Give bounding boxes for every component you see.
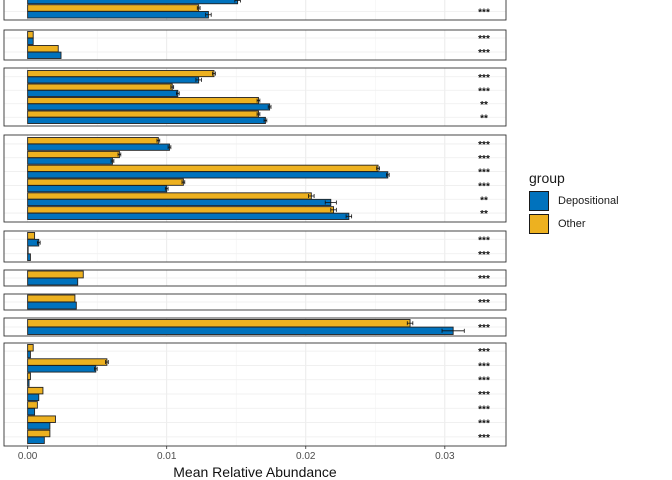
legend-title: group bbox=[529, 170, 565, 186]
significance-label: *** bbox=[478, 419, 490, 430]
bar-other bbox=[27, 83, 173, 91]
significance-label: *** bbox=[478, 250, 490, 261]
bar-depositional bbox=[27, 171, 389, 179]
bar-other bbox=[27, 150, 120, 159]
significance-label: *** bbox=[478, 140, 490, 151]
facet-panel-border bbox=[3, 342, 507, 447]
facet-panel-border bbox=[3, 230, 507, 263]
significance-label: *** bbox=[478, 168, 490, 179]
significance-label: ** bbox=[480, 209, 488, 220]
significance-label: ** bbox=[480, 113, 488, 124]
significance-label: *** bbox=[478, 34, 490, 45]
x-tick-label: 0.01 bbox=[157, 451, 177, 462]
bar-depositional bbox=[27, 277, 79, 286]
significance-label: ** bbox=[480, 195, 488, 206]
bar-depositional bbox=[27, 350, 31, 359]
bar-other bbox=[27, 164, 379, 172]
significance-label: *** bbox=[478, 154, 490, 165]
significance-label: *** bbox=[478, 298, 490, 309]
bar-other bbox=[27, 97, 259, 105]
bar-depositional bbox=[27, 326, 454, 335]
legend-swatch-depositional bbox=[529, 191, 549, 211]
bar-depositional bbox=[27, 51, 62, 59]
bar-other bbox=[27, 415, 56, 423]
significance-label: *** bbox=[478, 235, 490, 246]
significance-label: *** bbox=[478, 361, 490, 372]
legend-label-depositional: Depositional bbox=[558, 195, 619, 207]
legend: group Depositional Other bbox=[529, 170, 619, 237]
bar-other bbox=[27, 429, 51, 438]
significance-label: *** bbox=[478, 323, 490, 334]
significance-label: *** bbox=[478, 73, 490, 84]
bar-depositional bbox=[27, 365, 97, 373]
bar-other bbox=[27, 270, 84, 279]
bar-depositional bbox=[27, 212, 350, 220]
bar-depositional bbox=[27, 301, 77, 310]
bar-other bbox=[27, 344, 34, 352]
significance-label: *** bbox=[478, 390, 490, 401]
bar-depositional bbox=[27, 407, 36, 416]
bar-depositional bbox=[27, 436, 45, 444]
bar-other bbox=[27, 358, 108, 366]
bar-other bbox=[27, 246, 29, 255]
bar-depositional bbox=[27, 198, 332, 207]
bar-depositional bbox=[27, 103, 271, 111]
bar-depositional bbox=[27, 0, 239, 5]
bar-other bbox=[27, 178, 184, 186]
significance-label: *** bbox=[478, 86, 490, 97]
legend-item-other: Other bbox=[529, 214, 619, 234]
bar-other bbox=[27, 206, 335, 214]
bar-other bbox=[27, 294, 76, 303]
facet-panel-border bbox=[3, 317, 507, 337]
bar-other bbox=[27, 110, 259, 118]
bar-depositional bbox=[27, 157, 113, 165]
x-tick-label: 0.03 bbox=[435, 451, 455, 462]
significance-label: *** bbox=[478, 274, 490, 285]
bar-depositional bbox=[27, 393, 40, 402]
significance-label: *** bbox=[478, 181, 490, 192]
legend-label-other: Other bbox=[558, 218, 586, 230]
significance-label: *** bbox=[478, 7, 490, 18]
bar-depositional bbox=[27, 37, 34, 45]
significance-label: ** bbox=[480, 100, 488, 111]
significance-label: *** bbox=[478, 48, 490, 59]
x-tick-label: 0.02 bbox=[296, 451, 316, 462]
significance-label: *** bbox=[478, 433, 490, 444]
bar-depositional bbox=[27, 89, 179, 97]
bar-depositional bbox=[27, 422, 51, 430]
bar-other bbox=[27, 45, 59, 53]
bar-other bbox=[27, 70, 215, 78]
bar-other bbox=[27, 31, 34, 39]
bar-other bbox=[27, 372, 31, 381]
bar-other bbox=[27, 386, 44, 395]
significance-label: *** bbox=[478, 404, 490, 415]
x-tick-label: 0.00 bbox=[18, 451, 38, 462]
facet-panel-border bbox=[3, 293, 507, 311]
significance-label: *** bbox=[478, 347, 490, 358]
bar-depositional bbox=[27, 379, 30, 387]
facet-panel-border bbox=[3, 29, 507, 61]
facet-panel-border bbox=[3, 134, 507, 223]
bar-other bbox=[27, 137, 159, 145]
bar-depositional bbox=[27, 76, 200, 84]
bar-other bbox=[27, 319, 411, 328]
bar-other bbox=[27, 192, 312, 200]
facet-panel-border bbox=[3, 269, 507, 287]
significance-label: *** bbox=[478, 376, 490, 387]
bar-depositional bbox=[27, 11, 209, 19]
bar-depositional bbox=[27, 143, 170, 151]
bar-depositional bbox=[27, 253, 31, 261]
legend-item-depositional: Depositional bbox=[529, 191, 619, 211]
legend-swatch-other bbox=[529, 214, 549, 234]
facet-panel-border bbox=[3, 0, 507, 21]
bar-other bbox=[27, 401, 38, 409]
bar-depositional bbox=[27, 116, 266, 124]
facet-panel-border bbox=[3, 67, 507, 127]
x-axis-title: Mean Relative Abundance bbox=[173, 464, 337, 480]
bar-other bbox=[27, 232, 36, 240]
bar-depositional bbox=[27, 185, 168, 193]
bar-other bbox=[27, 4, 200, 12]
